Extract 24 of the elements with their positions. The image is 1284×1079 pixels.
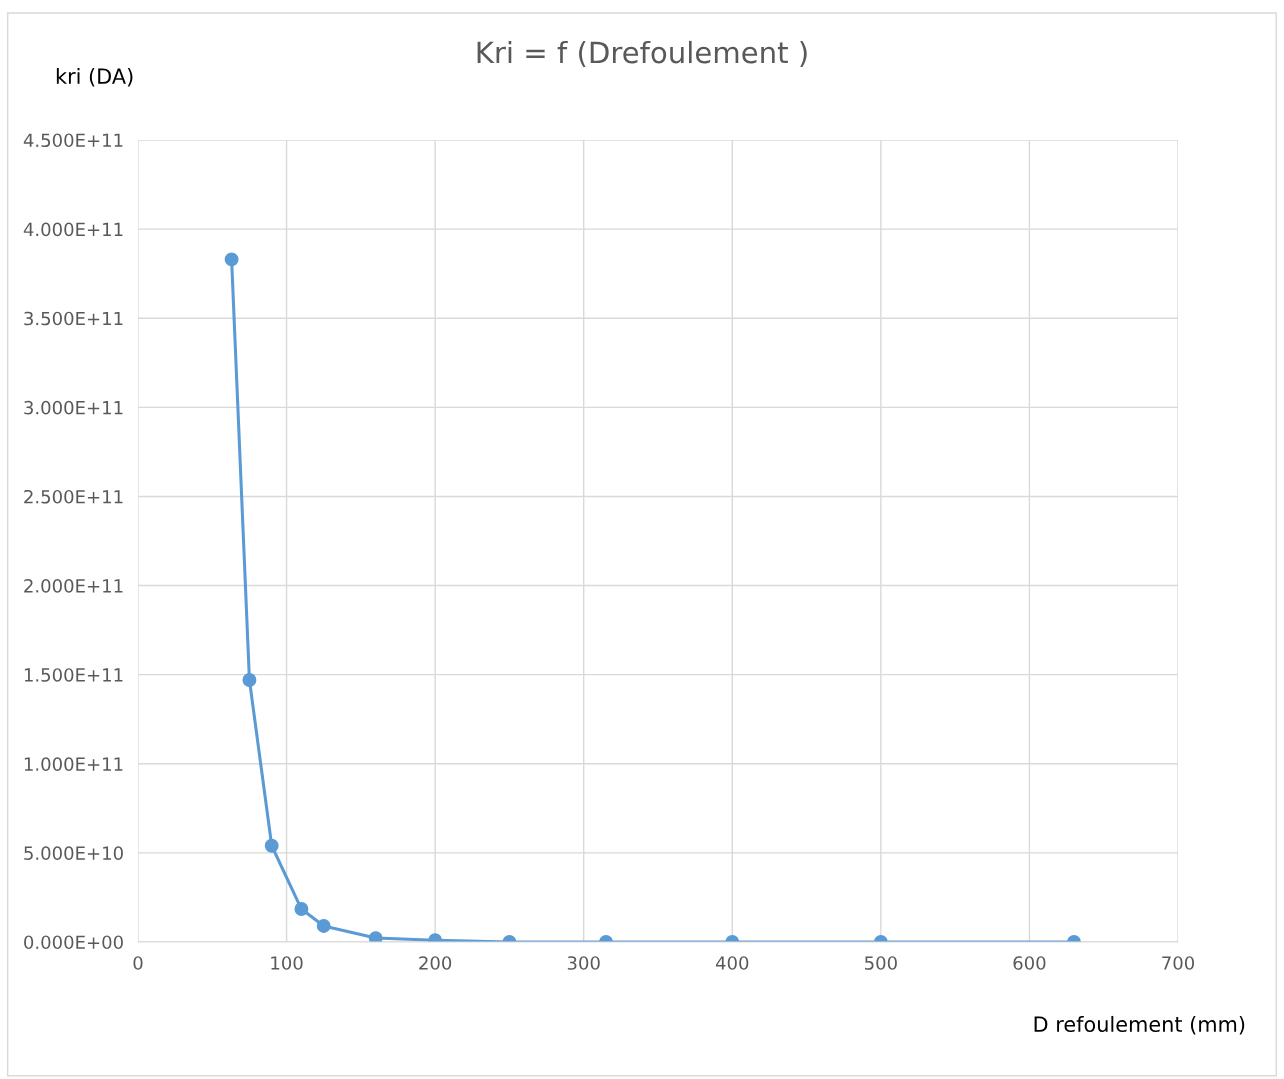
- x-tick-label: 0: [133, 956, 143, 970]
- x-axis-title: D refoulement (mm): [1034, 1015, 1245, 1035]
- y-tick-label: 2.000E+11: [24, 579, 123, 593]
- y-tick-label: 4.500E+11: [23, 133, 123, 148]
- y-tick-label: 1.500E+11: [24, 668, 123, 682]
- x-tick-label: 200: [419, 956, 452, 970]
- y-tick-label: 3.000E+11: [24, 400, 123, 415]
- x-tick-label: 300: [567, 956, 600, 970]
- y-tick-label: 1.000E+11: [24, 757, 123, 771]
- x-tick-label: 100: [271, 956, 303, 970]
- x-tick-label: 700: [1162, 956, 1195, 970]
- y-axis-title: kri (DA): [56, 67, 133, 87]
- y-tick-label: 5.000E+10: [24, 846, 123, 861]
- chart-title: Kri = f (Drefoulement ): [477, 40, 807, 67]
- x-tick-label: 600: [1013, 956, 1046, 970]
- y-tick-label: 3.500E+11: [24, 311, 123, 326]
- x-tick-label: 400: [715, 956, 749, 970]
- point: [242, 673, 257, 687]
- y-tick-label: 2.500E+11: [24, 489, 123, 504]
- point: [368, 931, 383, 942]
- y-tick-label: 4.000E+11: [23, 222, 123, 237]
- x-tick-label: 500: [865, 956, 897, 970]
- point: [224, 252, 239, 267]
- y-tick-label: 0.000E+00: [24, 935, 123, 950]
